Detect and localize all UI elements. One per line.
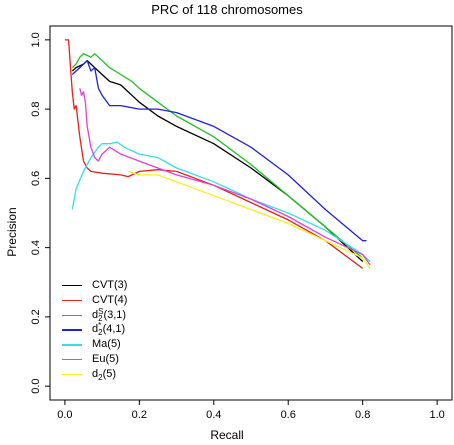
series-line-1	[71, 59, 364, 262]
legend-label: Ma(5)	[92, 338, 121, 351]
y-tick-label: 0.8	[30, 101, 42, 116]
x-tick-label: 0.2	[132, 409, 147, 421]
plot-frame	[49, 25, 453, 401]
series-line-7	[128, 170, 371, 269]
series-line-5	[71, 141, 371, 262]
legend-swatch	[62, 285, 82, 287]
legend-label: CVT(3)	[92, 279, 128, 291]
y-tick-label: 0.4	[30, 240, 42, 255]
legend-label: CVT(4)	[92, 293, 128, 306]
x-tick-label: 0.6	[281, 409, 296, 421]
legend-swatch	[62, 373, 82, 376]
series-line-2	[64, 39, 364, 269]
legend-swatch	[62, 299, 82, 302]
y-tick-label: 0.0	[30, 378, 42, 393]
x-tick-label: 0.8	[355, 409, 370, 421]
y-tick-label: 0.6	[30, 171, 42, 186]
y-axis-label: Precision	[5, 207, 19, 257]
x-tick-label: 0.0	[57, 409, 72, 421]
y-tick-label: 1.0	[30, 32, 42, 47]
x-tick-label: 0.4	[206, 409, 221, 421]
series-line-6	[79, 88, 371, 266]
legend-swatch	[62, 314, 82, 316]
legend-label: Eu(5)	[92, 352, 119, 365]
legend-label: d 2 (5)	[92, 367, 117, 382]
series-line-3	[71, 53, 364, 259]
chart-title: PRC of 118 chromosomes	[151, 2, 303, 17]
x-tick-label: 1.0	[429, 409, 444, 421]
legend-swatch	[62, 329, 82, 331]
x-axis-label: Recall	[210, 428, 244, 442]
series-line-4	[71, 59, 367, 242]
legend-swatch	[62, 344, 82, 346]
y-tick-label: 0.2	[30, 309, 42, 324]
legend-label: d * 2 (4,1)	[92, 321, 126, 338]
legend-label: d S 2 (3,1)	[92, 306, 127, 323]
legend-swatch	[62, 358, 82, 361]
